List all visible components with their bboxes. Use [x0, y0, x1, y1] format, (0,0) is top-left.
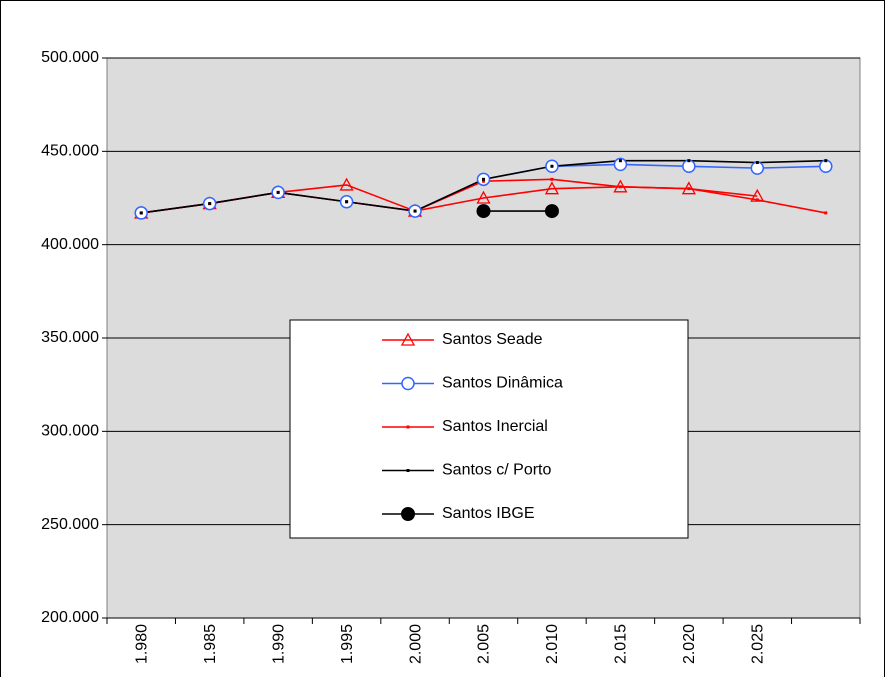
- marker: [208, 202, 212, 206]
- marker: [755, 161, 759, 165]
- x-tick-label: 1.990: [270, 624, 287, 664]
- marker: [544, 181, 560, 195]
- x-tick-label: 1.995: [339, 624, 356, 664]
- legend-label: Santos Dinâmica: [442, 375, 563, 392]
- marker: [476, 190, 491, 204]
- x-tick-label: 2.000: [407, 624, 424, 664]
- marker: [687, 187, 691, 191]
- x-tick-label: 2.025: [750, 624, 767, 664]
- y-tick-label: 350.000: [41, 329, 99, 346]
- marker: [618, 159, 622, 163]
- marker: [550, 177, 554, 181]
- marker: [687, 159, 691, 163]
- x-tick-label: 1.980: [133, 624, 150, 664]
- x-tick-label: 2.020: [681, 624, 698, 664]
- legend-box: [289, 319, 689, 539]
- marker: [755, 198, 759, 202]
- legend-label: Santos c/ Porto: [442, 462, 551, 479]
- y-tick-label: 450.000: [41, 143, 99, 160]
- legend-label: Santos IBGE: [442, 505, 535, 522]
- marker: [276, 190, 280, 194]
- marker: [618, 185, 622, 189]
- y-tick-label: 200.000: [41, 609, 99, 626]
- x-tick-label: 1.985: [202, 624, 219, 664]
- y-tick-label: 300.000: [41, 423, 99, 440]
- marker: [482, 177, 485, 181]
- y-tick-label: 400.000: [41, 236, 99, 253]
- y-tick-label: 250.000: [41, 516, 99, 533]
- x-tick-label: 2.010: [544, 624, 561, 664]
- x-tick-label: 2.015: [613, 624, 630, 664]
- marker: [139, 211, 143, 215]
- marker: [613, 157, 628, 172]
- marker: [613, 179, 628, 193]
- marker: [339, 177, 354, 191]
- legend-label: Santos Inercial: [442, 418, 548, 435]
- marker: [544, 204, 559, 219]
- marker: [406, 425, 410, 429]
- marker: [401, 376, 415, 391]
- marker: [681, 181, 696, 195]
- marker: [476, 204, 491, 219]
- marker: [400, 332, 416, 346]
- marker: [413, 209, 417, 213]
- y-tick-label: 500.000: [41, 49, 99, 66]
- marker: [401, 507, 415, 521]
- marker: [824, 159, 828, 163]
- marker: [406, 469, 410, 472]
- legend-label: Santos Seade: [442, 331, 543, 348]
- x-tick-label: 2.005: [476, 624, 493, 664]
- marker: [482, 179, 485, 183]
- marker: [345, 200, 349, 204]
- marker: [550, 164, 554, 168]
- marker: [824, 211, 828, 215]
